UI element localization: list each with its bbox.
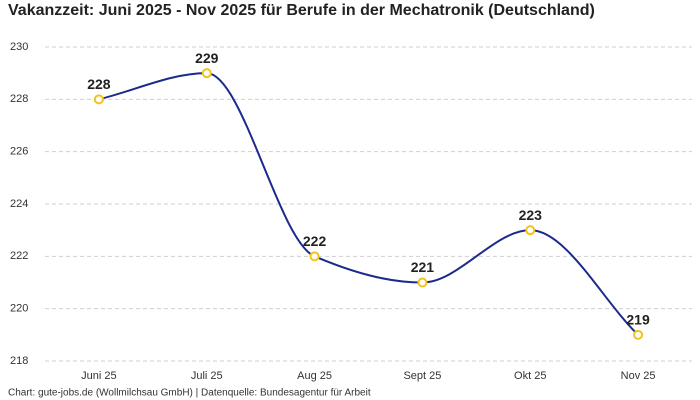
marker — [201, 68, 212, 79]
y-tick-label: 220 — [10, 303, 28, 315]
data-label: 229 — [195, 50, 219, 66]
marker — [93, 94, 104, 105]
x-tick-label: Aug 25 — [297, 370, 332, 382]
x-tick-label: Juli 25 — [191, 370, 223, 382]
data-label: 228 — [87, 76, 111, 92]
data-label: 221 — [411, 259, 435, 275]
y-tick-label: 224 — [10, 198, 28, 210]
data-label: 223 — [519, 207, 543, 223]
y-tick-label: 228 — [10, 93, 28, 105]
y-tick-label: 222 — [10, 250, 28, 262]
chart-title: Vakanzzeit: Juni 2025 - Nov 2025 für Ber… — [8, 2, 595, 19]
marker — [417, 277, 428, 288]
y-tick-label: 218 — [10, 355, 28, 367]
marker — [525, 225, 536, 236]
data-label: 219 — [626, 312, 650, 328]
marker — [309, 251, 320, 262]
data-label: 222 — [303, 233, 327, 249]
x-tick-label: Okt 25 — [514, 370, 546, 382]
y-tick-label: 226 — [10, 146, 28, 158]
marker — [633, 329, 644, 340]
caption: Chart: gute-jobs.de (Wollmilchsau GmbH) … — [8, 388, 371, 399]
y-tick-label: 230 — [10, 41, 28, 53]
x-tick-label: Nov 25 — [621, 370, 656, 382]
x-tick-label: Sept 25 — [403, 370, 441, 382]
x-tick-label: Juni 25 — [81, 370, 116, 382]
